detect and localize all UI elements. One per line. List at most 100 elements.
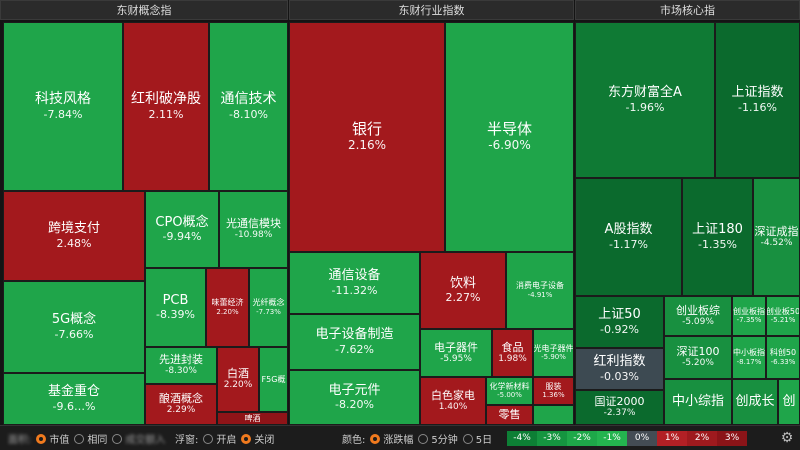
- tile-tongxin-js[interactable]: 通信技术 -8.10%: [209, 22, 288, 191]
- tile-name: 白色家电: [431, 388, 475, 402]
- tile-shipin[interactable]: 食品 1.98%: [492, 329, 533, 377]
- tile-pct: -7.84%: [43, 107, 83, 121]
- tile-name: CPO概念: [155, 214, 209, 230]
- tile-xiaofei[interactable]: 消费电子设备 -4.91%: [506, 252, 574, 329]
- tile-kc50[interactable]: 科创50 -6.33%: [766, 336, 800, 379]
- tile-bandaoti[interactable]: 半导体 -6.90%: [445, 22, 574, 252]
- tile-industry-small[interactable]: [533, 405, 574, 425]
- tile-cpo[interactable]: CPO概念 -9.94%: [145, 191, 219, 268]
- float-option-off[interactable]: 关闭: [241, 431, 274, 446]
- tile-sz50[interactable]: 上证50 -0.92%: [575, 296, 664, 348]
- tile-pct: -1.17%: [609, 237, 648, 251]
- tile-pct: 1.40%: [438, 401, 468, 412]
- radio-icon: [418, 433, 429, 444]
- tile-pct: -6.33%: [770, 357, 796, 366]
- tile-pcb[interactable]: PCB -8.39%: [145, 268, 206, 347]
- tile-guangpan[interactable]: 光纤概念 -7.73%: [249, 268, 288, 347]
- size-option-same[interactable]: 相同: [74, 431, 107, 446]
- radio-icon: [74, 433, 85, 444]
- tile-dzyj[interactable]: 电子元件 -8.20%: [289, 370, 420, 425]
- tile-name: 白酒: [227, 367, 249, 381]
- tile-name: 中小板指: [733, 348, 765, 358]
- float-window-group: 浮窗: 开启 关闭: [175, 426, 274, 450]
- tile-pct: -7.35%: [736, 316, 762, 325]
- tile-gz2000[interactable]: 国证2000 -2.37%: [575, 390, 664, 425]
- tile-pct: 2.29%: [166, 405, 196, 416]
- tile-cyc[interactable]: 创成长: [732, 379, 778, 425]
- tile-dfcf[interactable]: 东方财富全A -1.96%: [575, 22, 715, 178]
- legend-swatch: -3%: [537, 431, 567, 446]
- market-panel-title: 市场核心指: [575, 0, 800, 20]
- tile-baise[interactable]: 白色家电 1.40%: [420, 377, 486, 425]
- tile-name: F5G概: [261, 374, 286, 384]
- settings-gear-icon[interactable]: ⚙: [780, 430, 794, 446]
- tile-name: 消费电子设备: [516, 281, 564, 291]
- float-option-on[interactable]: 开启: [203, 431, 236, 446]
- tile-zxb[interactable]: 中小板指 -8.17%: [732, 336, 766, 379]
- tile-dzsbzz[interactable]: 电子设备制造 -7.62%: [289, 314, 420, 370]
- tile-pct: -10.98%: [234, 230, 273, 241]
- tile-szzs[interactable]: 上证指数 -1.16%: [715, 22, 800, 178]
- tile-pct: -11.32%: [331, 283, 378, 297]
- size-option-market-cap[interactable]: 市值: [36, 431, 69, 446]
- tile-pct: -5.09%: [682, 316, 714, 327]
- tile-agu[interactable]: A股指数 -1.17%: [575, 178, 682, 296]
- tile-name: 深证成指: [754, 224, 799, 238]
- tile-5g[interactable]: 5G概念 -7.66%: [3, 281, 145, 373]
- tile-name: 红利指数: [593, 354, 646, 370]
- market-treemap: 东方财富全A -1.96% 上证指数 -1.16% A股指数 -1.17% 上证…: [575, 21, 800, 425]
- color-legend: -4% -3% -2% -1% 0% 1% 2% 3%: [507, 431, 747, 446]
- tile-name: 饮料: [449, 275, 476, 291]
- tile-yinhang[interactable]: 银行 2.16%: [289, 22, 445, 252]
- legend-swatch: 3%: [717, 431, 747, 446]
- radio-selected-icon: [241, 433, 252, 444]
- tile-pct: -2.37%: [603, 408, 636, 419]
- tile-pct: -5.90%: [541, 353, 566, 362]
- tile-guangtx[interactable]: 光通信模块 -10.98%: [219, 191, 288, 268]
- tile-pct: -4.91%: [527, 290, 553, 299]
- tile-jiujiu[interactable]: 酿酒概念 2.29%: [145, 384, 217, 425]
- tile-name: 创成长: [735, 394, 775, 410]
- tile-cyb2[interactable]: 创业板指 -7.35%: [732, 296, 766, 336]
- tile-small-concept[interactable]: 啤酒: [217, 412, 288, 425]
- concept-panel-title: 东财概念指: [0, 0, 288, 20]
- tile-f5g[interactable]: F5G概: [259, 347, 288, 412]
- tile-name: 食品: [501, 340, 524, 354]
- tile-pct: -7.73%: [256, 307, 281, 316]
- tile-hongli-po[interactable]: 红利破净股 2.11%: [123, 22, 209, 191]
- tile-name: A股指数: [604, 222, 653, 238]
- industry-treemap: 银行 2.16% 半导体 -6.90% 通信设备 -11.32% 饮料 2.27…: [289, 21, 574, 425]
- tile-baijiu[interactable]: 白酒 2.20%: [217, 347, 259, 412]
- tile-cyb[interactable]: 创业板综 -5.09%: [664, 296, 732, 336]
- tile-xianjin[interactable]: 先进封装 -8.30%: [145, 347, 217, 384]
- tile-guangdian[interactable]: 光电子器件 -5.90%: [533, 329, 574, 377]
- tile-kuajing[interactable]: 跨境支付 2.48%: [3, 191, 145, 281]
- color-option-change[interactable]: 涨跌幅: [370, 431, 413, 446]
- tile-txsb[interactable]: 通信设备 -11.32%: [289, 252, 420, 314]
- legend-swatch: 0%: [627, 431, 657, 446]
- tile-zxzz[interactable]: 中小综指: [664, 379, 732, 425]
- tile-cyb3[interactable]: 创: [778, 379, 800, 425]
- tile-huaxue[interactable]: 化学新材料 -5.00%: [486, 377, 533, 405]
- color-option-5day[interactable]: 5日: [462, 431, 492, 446]
- tile-weifeng[interactable]: 味蕾经济 2.20%: [206, 268, 249, 347]
- tile-keji[interactable]: 科技风格 -7.84%: [3, 22, 123, 191]
- tile-sz100[interactable]: 深证100 -5.20%: [664, 336, 732, 379]
- size-option-volume[interactable]: 成交额入: [112, 431, 165, 446]
- tile-name: 半导体: [486, 120, 532, 139]
- tile-yinliao[interactable]: 饮料 2.27%: [420, 252, 506, 329]
- tile-sz180[interactable]: 上证180 -1.35%: [682, 178, 753, 296]
- tile-szhl[interactable]: 创业板50 -5.21%: [766, 296, 800, 336]
- tile-szcz[interactable]: 深证成指 -4.52%: [753, 178, 800, 296]
- tile-name: 味蕾经济: [211, 298, 244, 308]
- tile-pct: -8.17%: [736, 357, 762, 366]
- tile-dzqj[interactable]: 电子器件 -5.95%: [420, 329, 492, 377]
- color-option-5min[interactable]: 5分钟: [418, 431, 458, 446]
- tile-fuzhuang[interactable]: 服装 1.36%: [533, 377, 574, 405]
- tile-name: 东方财富全A: [608, 85, 682, 101]
- tile-hlzs[interactable]: 红利指数 -0.03%: [575, 348, 664, 390]
- tile-lingshou[interactable]: 零售: [486, 405, 533, 425]
- bottom-toolbar: 面积: 市值 相同 成交额入 浮窗: 开启 关闭 颜色: 涨跌幅: [0, 425, 800, 450]
- tile-pct: -5.95%: [440, 353, 472, 364]
- tile-jijin[interactable]: 基金重仓 -9.6…%: [3, 373, 145, 425]
